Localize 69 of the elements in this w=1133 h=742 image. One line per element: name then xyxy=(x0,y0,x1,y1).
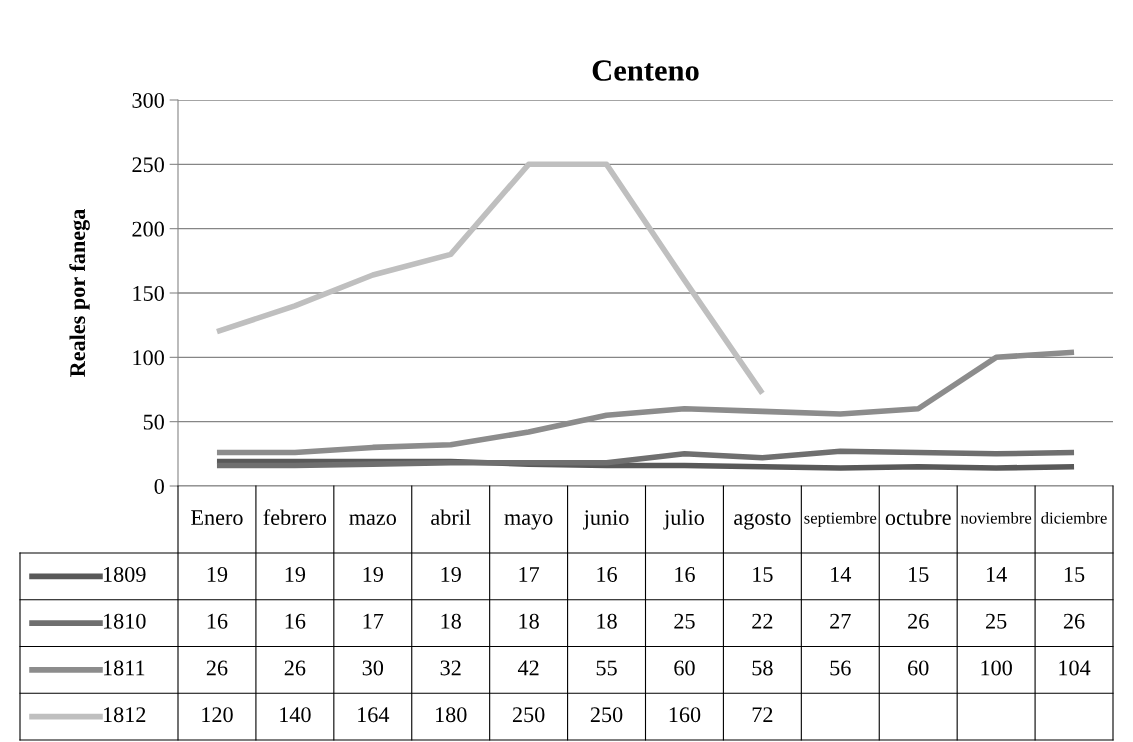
data-label: 60 xyxy=(908,660,929,676)
x-tick-label: Enero xyxy=(191,510,243,526)
data-label: 26 xyxy=(206,660,228,676)
x-tick-label: septiembre xyxy=(804,511,877,528)
data-label: 120 xyxy=(202,707,233,723)
data-label: 16 xyxy=(675,567,695,582)
data-label: 27 xyxy=(830,613,851,629)
x-tick-label: junio xyxy=(583,510,629,530)
data-label: 72 xyxy=(752,707,773,722)
data-label: 16 xyxy=(285,613,306,629)
data-label: 14 xyxy=(986,567,1007,582)
data-label: 32 xyxy=(440,660,461,676)
x-tick-label: febrero xyxy=(263,509,327,526)
legend-label: 1812 xyxy=(103,707,146,723)
x-tick-label: mayo xyxy=(504,514,553,530)
x-tick-label: agosto xyxy=(734,512,791,530)
y-tick-label: 200 xyxy=(132,221,164,237)
data-label: 15 xyxy=(753,567,773,582)
data-label: 15 xyxy=(1064,567,1085,582)
y-tick-label: 100 xyxy=(133,350,164,366)
data-label: 17 xyxy=(519,567,540,582)
data-label: 25 xyxy=(674,613,695,629)
x-tick-label: julio xyxy=(663,509,704,530)
y-tick-label: 150 xyxy=(133,285,164,301)
data-label: 19 xyxy=(363,567,383,582)
x-tick-label: abril xyxy=(431,509,471,526)
y-tick-label: 250 xyxy=(132,157,164,173)
data-label: 18 xyxy=(441,613,461,629)
y-tick-label: 300 xyxy=(132,92,164,108)
data-label: 26 xyxy=(284,660,306,676)
data-label: 42 xyxy=(517,660,539,676)
data-label: 56 xyxy=(830,660,851,676)
data-label: 18 xyxy=(519,613,539,629)
legend-label: 1811 xyxy=(103,660,145,676)
data-label: 16 xyxy=(597,567,617,582)
data-label: 22 xyxy=(752,613,773,629)
x-tick-label: octubre xyxy=(885,509,951,526)
data-label: 25 xyxy=(985,613,1007,629)
data-label: 26 xyxy=(908,613,929,629)
y-axis-title: Reales por fanega xyxy=(69,208,90,377)
data-label: 104 xyxy=(1059,660,1091,676)
y-tick-label: 0 xyxy=(154,478,164,494)
data-label: 100 xyxy=(981,660,1012,676)
data-label: 55 xyxy=(596,660,617,676)
data-label: 15 xyxy=(909,567,929,582)
legend-label: 1809 xyxy=(103,566,146,582)
data-label: 19 xyxy=(207,567,228,582)
data-label: 180 xyxy=(436,707,467,723)
data-label: 19 xyxy=(285,567,306,582)
data-label: 19 xyxy=(441,567,461,582)
x-tick-label: diciembre xyxy=(1041,511,1107,524)
data-label: 18 xyxy=(597,613,617,629)
chart-title: Centeno xyxy=(592,60,699,81)
x-tick-label: noviembre xyxy=(960,511,1032,524)
data-label: 16 xyxy=(207,613,228,629)
data-label: 250 xyxy=(512,707,545,723)
legend-label: 1810 xyxy=(103,613,146,629)
data-label: 30 xyxy=(362,660,384,676)
data-label: 160 xyxy=(669,707,701,723)
data-label: 140 xyxy=(280,707,311,723)
x-tick-label: mazo xyxy=(349,514,396,526)
y-tick-label: 50 xyxy=(143,414,164,430)
data-label: 14 xyxy=(831,567,852,582)
data-label: 17 xyxy=(363,613,384,629)
data-label: 58 xyxy=(752,660,773,676)
data-label: 60 xyxy=(674,660,695,676)
data-label: 250 xyxy=(590,707,623,723)
data-label: 26 xyxy=(1063,613,1085,629)
data-label: 164 xyxy=(358,707,390,723)
